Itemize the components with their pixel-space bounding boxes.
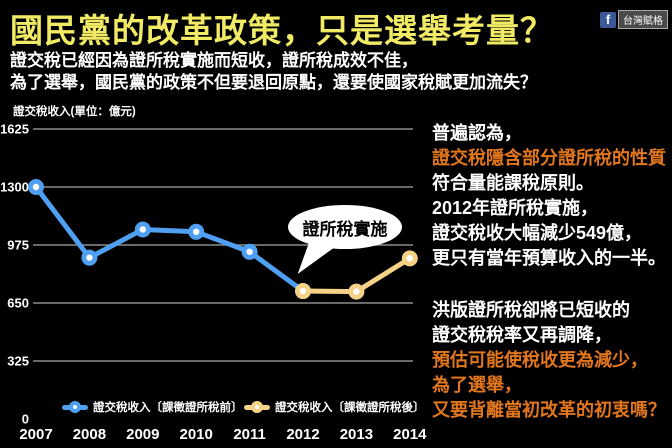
- commentary-top: 普遍認為， 證交稅隱含部分證所稅的性質 符合量能課稅原則。 2012年證所稅實施…: [432, 121, 672, 271]
- y-tick-1300: 1300: [0, 180, 29, 195]
- facebook-icon: f: [600, 11, 616, 28]
- annotation-bubble: 證所稅實施: [288, 205, 402, 249]
- legend-marker-blue: [62, 399, 88, 415]
- commentary-line: 證交稅收大幅減少549億，: [432, 223, 643, 243]
- x-tick-2009: 2009: [126, 426, 159, 443]
- commentary-line: 符合量能課稅原則。: [432, 173, 594, 193]
- y-tick-325: 325: [7, 354, 29, 369]
- data-point-center-2012-s1: [299, 287, 307, 295]
- y-tick-650: 650: [7, 296, 29, 311]
- commentary-line-highlight: 為了選舉，: [432, 375, 522, 395]
- data-point-center-2011-s0: [246, 248, 253, 255]
- series-line-0: [33, 184, 306, 294]
- legend-marker-yellow: [244, 399, 270, 415]
- chart-axis-label: 證交稅收入(單位：億元): [13, 106, 136, 118]
- x-tick-2012: 2012: [286, 426, 319, 443]
- x-tick-2008: 2008: [73, 426, 106, 443]
- data-point-center-2007-s0: [32, 183, 40, 191]
- commentary-line: 證交稅稅率又再調降，: [432, 325, 612, 345]
- legend-item-before-tax: 證交稅收入〔課徵證所稅前〕: [62, 399, 243, 415]
- line-chart: 0 325 650 975 1300 1625 2007 2008 2009 2010 2011 20…: [0, 122, 427, 444]
- data-point-center-2009-s0: [139, 226, 146, 233]
- x-tick-2007: 2007: [19, 426, 52, 443]
- legend-item-after-tax: 證交稅收入〔課徵證所稅後〕: [244, 399, 425, 415]
- commentary-bottom: 洪版證所稅卻將已短收的 證交稅稅率又再調降， 預估可能使稅收更為減少， 為了選舉…: [432, 298, 672, 423]
- data-point-center-2014-s1: [406, 255, 413, 262]
- commentary-line-highlight: 又要背離當初改革的初衷嗎？: [432, 400, 666, 420]
- data-point-center-2013-s1: [353, 288, 360, 295]
- x-tick-2010: 2010: [180, 426, 213, 443]
- subtitle-line-1: 證交稅已經因為證所稅實施而短收，證所稅成效不佳，: [10, 51, 418, 70]
- x-tick-2011: 2011: [233, 426, 266, 443]
- y-tick-1625: 1625: [0, 122, 29, 137]
- data-point-center-2010-s0: [193, 228, 200, 235]
- commentary-line-highlight: 證交稅隱含部分證所稅的性質: [432, 148, 666, 168]
- legend-label-after-tax: 證交稅收入〔課徵證所稅後〕: [275, 402, 425, 414]
- facebook-page-name: 台灣賦格: [618, 10, 668, 29]
- commentary-line: 更只有當年預算收入的一半。: [432, 248, 666, 268]
- commentary-line: 2012年證所稅實施，: [432, 198, 599, 218]
- y-tick-975: 975: [7, 238, 29, 253]
- facebook-badge[interactable]: f 台灣賦格: [600, 10, 668, 29]
- commentary-line-highlight: 預估可能使稅收更為減少，: [432, 350, 648, 370]
- commentary-line: 普遍認為，: [432, 123, 522, 143]
- y-tick-0: 0: [22, 412, 29, 427]
- page-title: 國民黨的改革政策，只是選舉考量？: [10, 12, 554, 49]
- commentary-line: 洪版證所稅卻將已短收的: [432, 300, 630, 320]
- x-tick-2014: 2014: [393, 426, 427, 443]
- annotation-bubble-label: 證所稅實施: [302, 219, 388, 239]
- chart-grid: 0 325 650 975 1300 1625 2007 2008 2009 2010 2011 20…: [0, 122, 427, 444]
- data-point-center-2008-s0: [86, 254, 93, 261]
- chart-series: [28, 179, 418, 300]
- legend-label-before-tax: 證交稅收入〔課徵證所稅前〕: [93, 402, 243, 414]
- subtitle-line-2: 為了選舉，國民黨的政策不但要退回原點，還要使國家稅賦更加流失？: [10, 73, 537, 92]
- subtitle: 證交稅已經因為證所稅實施而短收，證所稅成效不佳， 為了選舉，國民黨的政策不但要退…: [10, 50, 537, 94]
- x-tick-2013: 2013: [340, 426, 373, 443]
